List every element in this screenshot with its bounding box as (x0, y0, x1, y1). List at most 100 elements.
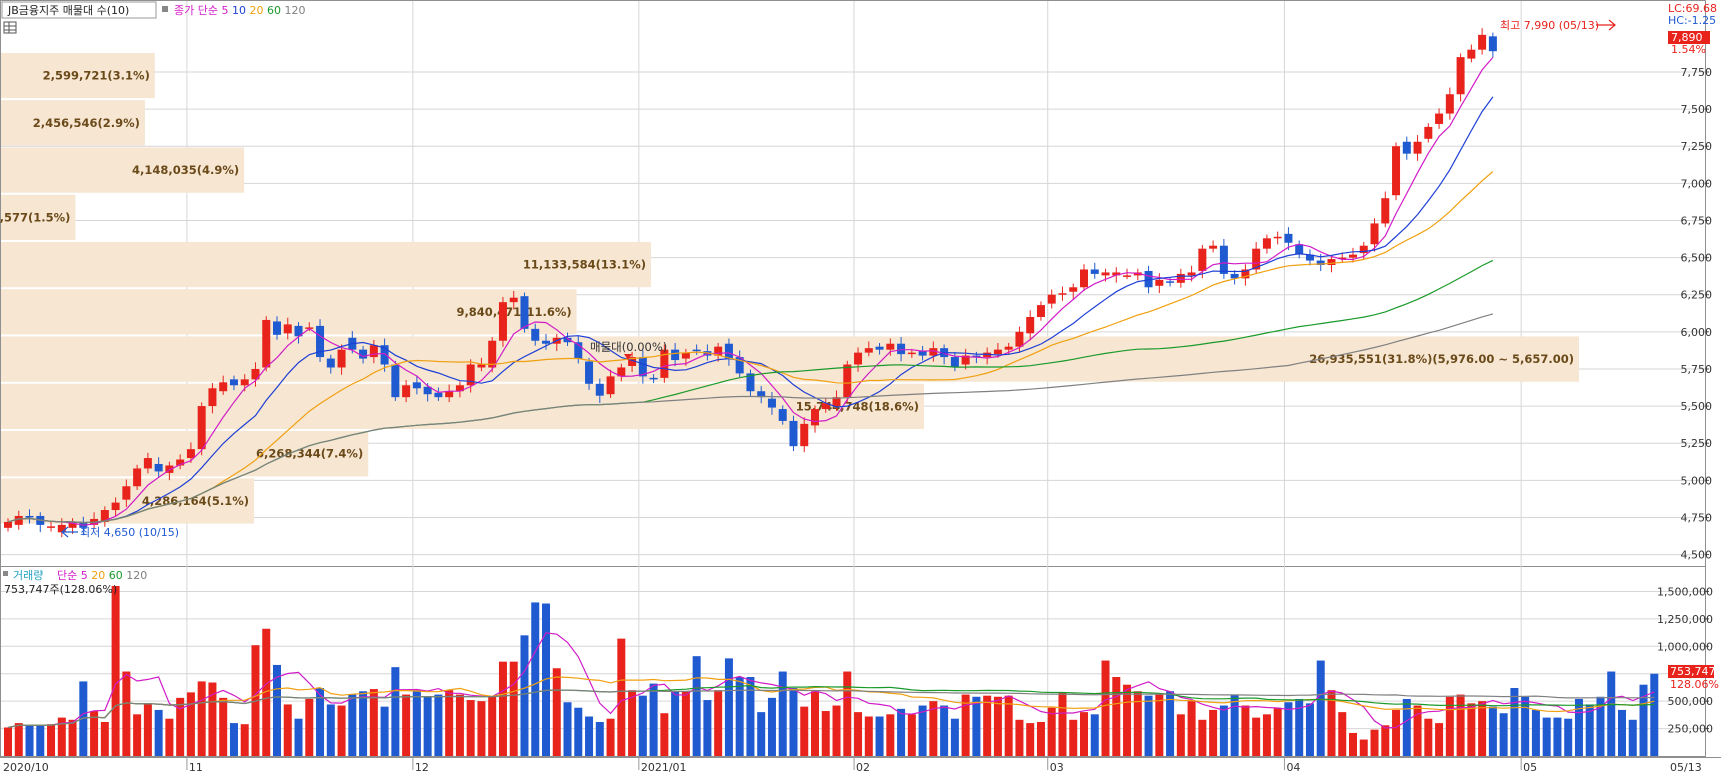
volume-bar (1273, 707, 1282, 756)
candle-body (875, 346, 884, 350)
price-axis: 4,500 4,750 5,000 5,250 5,500 5,750 6,000 6,250… (1681, 66, 1713, 562)
candle-body (1047, 294, 1056, 304)
volume-bar (1478, 701, 1487, 756)
candle-body (229, 379, 238, 386)
volume-bar (219, 697, 228, 756)
ma-5-line (7, 57, 1494, 526)
volume-bar (36, 725, 45, 756)
candle-body (1305, 254, 1314, 261)
volume-bar (1467, 703, 1476, 756)
volume-profile-bar (1, 147, 245, 193)
candle-body (509, 297, 518, 303)
volume-bar (488, 696, 497, 756)
price-tick-label: 7,250 (1681, 140, 1713, 153)
volume-bar (391, 667, 400, 756)
price-tick-label: 7,000 (1681, 177, 1713, 190)
candle-body (1338, 257, 1347, 260)
candle-body (574, 342, 583, 359)
candle-body (832, 397, 841, 407)
volume-bar (348, 694, 357, 756)
candle-body (1241, 269, 1250, 279)
candle-body (606, 376, 615, 395)
volume-bar (466, 700, 475, 756)
candle-body (767, 398, 776, 408)
candle-body (1176, 273, 1185, 283)
candle-body (251, 368, 260, 380)
price-tick-label: 4,500 (1681, 549, 1713, 562)
volume-bar (1026, 723, 1035, 756)
volume-bar (273, 664, 281, 756)
candle-body (1015, 331, 1024, 347)
volume-legend-marker (3, 571, 8, 576)
candle-body (1456, 57, 1465, 95)
last-price-tag (1668, 31, 1710, 44)
candle-body (477, 364, 486, 368)
title-box[interactable] (1, 1, 157, 19)
volume-bar (1080, 712, 1088, 756)
volume-bar (821, 711, 830, 756)
volume-bar (552, 668, 561, 756)
candle-body (1413, 141, 1422, 154)
volume-bar (305, 698, 314, 756)
volume-bar (1133, 691, 1142, 756)
volume-bar (1456, 694, 1465, 756)
volume-profile-bar (1, 100, 145, 146)
volume-bar (1155, 694, 1164, 756)
volume-bar (402, 694, 411, 756)
volume-bar (1553, 717, 1562, 756)
volume-bar (1574, 698, 1583, 756)
candle-body (854, 352, 863, 365)
volume-bar (47, 724, 56, 756)
volume-bar (1036, 721, 1045, 756)
volume-profile-label: 26,935,551(31.8%)(5,976.00 ~ 5,657.00) (1309, 352, 1574, 366)
last-price: 7,890 (1671, 31, 1703, 44)
candle-body (208, 388, 217, 407)
volume-legend-entry: 120 (126, 569, 147, 582)
last-volume-tag (1668, 665, 1714, 678)
candle-body (724, 343, 733, 359)
candle-body (746, 373, 755, 392)
candle-body (143, 458, 152, 469)
time-axis: 2020/10 11 12 2021/01 02 03 04 05 05/13 (3, 757, 1702, 774)
volume-bar (660, 713, 669, 756)
volume-bar (1295, 698, 1304, 756)
ma-120-line (7, 313, 1494, 524)
candle-body (789, 420, 798, 447)
candle-body (1392, 146, 1401, 196)
volume-bar (1187, 701, 1196, 756)
candle-body (380, 345, 389, 365)
candle-body (897, 343, 906, 355)
candle-body (111, 502, 120, 511)
price-tick-label: 5,000 (1681, 474, 1713, 487)
candle-body (1359, 245, 1368, 254)
candle-body (1349, 254, 1357, 258)
table-icon[interactable] (3, 21, 17, 34)
volume-bar (735, 677, 744, 756)
volume-bar (1435, 723, 1444, 756)
volume-profile-label: 2,599,721(3.1%) (43, 69, 150, 83)
candle-body (423, 386, 432, 395)
volume-bar (843, 671, 852, 756)
candle-body (1187, 272, 1196, 276)
candle-body (359, 349, 368, 359)
volume-bar (1639, 684, 1648, 756)
volume-bar (563, 702, 572, 756)
candle-body (886, 343, 895, 350)
volume-bar (186, 692, 195, 756)
volume-bar (778, 671, 787, 756)
candle-body (628, 357, 637, 366)
candle-body (326, 358, 335, 368)
candle-body (714, 346, 723, 356)
candle-body (1155, 279, 1164, 286)
volume-bar (1327, 690, 1336, 756)
volume-profile-label: 4,148,035(4.9%) (132, 163, 239, 177)
candle-body (219, 382, 228, 392)
volume-profile-label: 1,301,577(1.5%) (0, 210, 70, 224)
candle-body (1252, 248, 1261, 270)
volume-profile-bar (1, 241, 652, 288)
volume-ma-20-line (7, 676, 1655, 729)
candle-body (660, 349, 669, 378)
candle-body (563, 337, 572, 343)
time-tick-label: 04 (1286, 761, 1300, 774)
